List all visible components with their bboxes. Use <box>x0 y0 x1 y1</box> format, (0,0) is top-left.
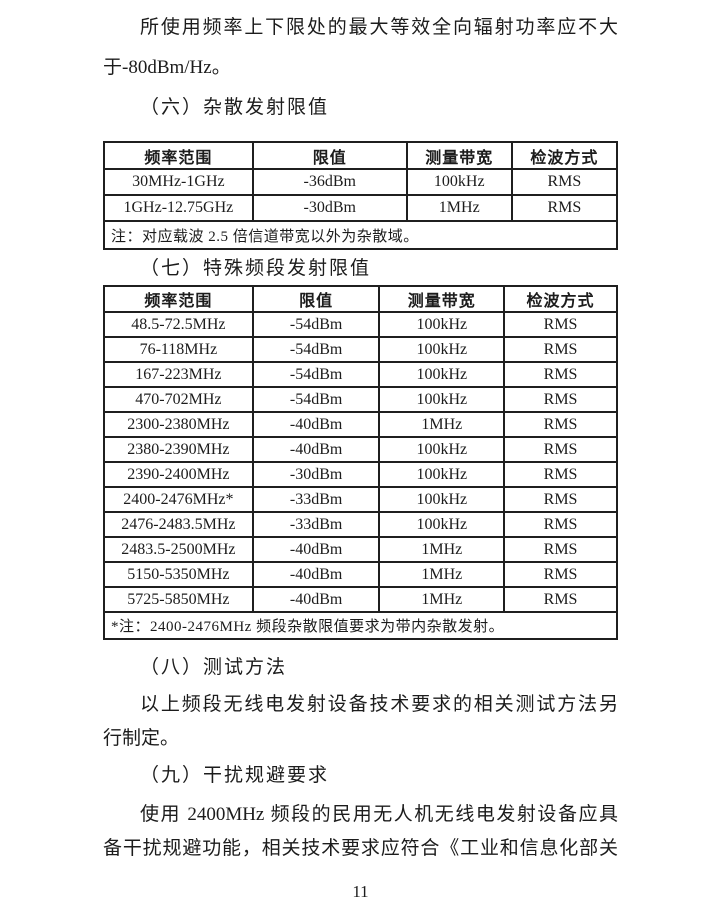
table-cell: 100kHz <box>378 336 506 363</box>
table-cell: -54dBm <box>251 336 381 363</box>
table-note-row: 注：对应载波 2.5 倍信道带宽以外为杂散域。 <box>103 220 618 250</box>
spurious-emission-table: 频率范围 限值 测量带宽 检波方式 30MHz-1GHz -36dBm 100k… <box>103 141 619 250</box>
table-note-row: *注：2400-2476MHz 频段杂散限值要求为带内杂散发射。 <box>103 611 618 640</box>
table-row: 2300-2380MHz -40dBm 1MHz RMS <box>103 411 618 438</box>
table-row: 2390-2400MHz -30dBm 100kHz RMS <box>103 461 618 488</box>
table-cell: -40dBm <box>251 436 381 463</box>
section-9-heading: （九）干扰规避要求 <box>140 765 330 786</box>
table-cell: 100kHz <box>378 361 506 388</box>
table-row: 2400-2476MHz* -33dBm 100kHz RMS <box>103 486 618 513</box>
table-row: 1GHz-12.75GHz -30dBm 1MHz RMS <box>103 194 619 222</box>
col-header-freq-range: 频率范围 <box>103 141 254 170</box>
table-cell: 1GHz-12.75GHz <box>103 194 254 222</box>
special-band-table: 频率范围 限值 测量带宽 检波方式 48.5-72.5MHz -54dBm 10… <box>103 285 618 640</box>
intro-line-1: 所使用频率上下限处的最大等效全向辐射功率应不大 <box>140 17 618 38</box>
table-row: 30MHz-1GHz -36dBm 100kHz RMS <box>103 168 619 196</box>
table-row: 5725-5850MHz -40dBm 1MHz RMS <box>103 586 618 613</box>
table-note: 注：对应载波 2.5 倍信道带宽以外为杂散域。 <box>103 220 618 250</box>
table-cell: -33dBm <box>251 511 381 538</box>
table-row: 2380-2390MHz -40dBm 100kHz RMS <box>103 436 618 463</box>
table-cell: 76-118MHz <box>103 336 254 363</box>
table-cell: 5150-5350MHz <box>103 561 254 588</box>
col-header-limit: 限值 <box>251 141 408 170</box>
table-cell: RMS <box>503 511 618 538</box>
table-cell: RMS <box>503 561 618 588</box>
table-row: 2483.5-2500MHz -40dBm 1MHz RMS <box>103 536 618 563</box>
section-8-heading: （八）测试方法 <box>140 657 288 678</box>
table-cell: 167-223MHz <box>103 361 254 388</box>
table-cell: RMS <box>503 486 618 513</box>
table-cell: 5725-5850MHz <box>103 586 254 613</box>
table-cell: -40dBm <box>251 586 381 613</box>
table-cell: RMS <box>503 411 618 438</box>
table-cell: 1MHz <box>378 561 506 588</box>
table-cell: RMS <box>503 386 618 413</box>
table-row: 48.5-72.5MHz -54dBm 100kHz RMS <box>103 311 618 338</box>
section-6-heading: （六）杂散发射限值 <box>140 97 330 118</box>
table-cell: 1MHz <box>378 536 506 563</box>
col-header-freq-range: 频率范围 <box>103 285 254 313</box>
table-cell: -54dBm <box>251 386 381 413</box>
table-cell: -33dBm <box>251 486 381 513</box>
table-cell: -40dBm <box>251 561 381 588</box>
table-header-row: 频率范围 限值 测量带宽 检波方式 <box>103 285 618 313</box>
col-header-bandwidth: 测量带宽 <box>405 141 513 170</box>
table-cell: RMS <box>510 168 619 196</box>
table-cell: 470-702MHz <box>103 386 254 413</box>
section-9-line-2: 备干扰规避功能，相关技术要求应符合《工业和信息化部关 <box>103 838 618 859</box>
table-cell: -54dBm <box>251 361 381 388</box>
table-header-row: 频率范围 限值 测量带宽 检波方式 <box>103 141 619 170</box>
table-cell: 100kHz <box>405 168 513 196</box>
table-cell: 48.5-72.5MHz <box>103 311 254 338</box>
intro-line-2: 于-80dBm/Hz。 <box>103 57 231 78</box>
table-cell: 100kHz <box>378 436 506 463</box>
table-cell: 2390-2400MHz <box>103 461 254 488</box>
table-cell: -54dBm <box>251 311 381 338</box>
table-note: *注：2400-2476MHz 频段杂散限值要求为带内杂散发射。 <box>103 611 618 640</box>
table-cell: -30dBm <box>251 194 408 222</box>
section-7-heading: （七）特殊频段发射限值 <box>140 258 372 279</box>
table-cell: 1MHz <box>378 586 506 613</box>
section-9-line-1: 使用 2400MHz 频段的民用无人机无线电发射设备应具 <box>140 804 618 825</box>
table-cell: 100kHz <box>378 486 506 513</box>
table-row: 76-118MHz -54dBm 100kHz RMS <box>103 336 618 363</box>
table-cell: 2380-2390MHz <box>103 436 254 463</box>
table-cell: RMS <box>503 336 618 363</box>
section-8-line-2: 行制定。 <box>103 728 180 749</box>
table-cell: RMS <box>510 194 619 222</box>
table-cell: 2400-2476MHz* <box>103 486 254 513</box>
table-cell: 30MHz-1GHz <box>103 168 254 196</box>
col-header-detection: 检波方式 <box>510 141 619 170</box>
table-cell: 1MHz <box>405 194 513 222</box>
table-cell: 2476-2483.5MHz <box>103 511 254 538</box>
table-cell: 100kHz <box>378 386 506 413</box>
col-header-bandwidth: 测量带宽 <box>378 285 506 313</box>
table-cell: 100kHz <box>378 461 506 488</box>
col-header-detection: 检波方式 <box>503 285 618 313</box>
table-cell: RMS <box>503 461 618 488</box>
table-cell: 1MHz <box>378 411 506 438</box>
table-cell: -40dBm <box>251 536 381 563</box>
section-8-line-1: 以上频段无线电发射设备技术要求的相关测试方法另 <box>140 694 618 715</box>
table-row: 167-223MHz -54dBm 100kHz RMS <box>103 361 618 388</box>
table-cell: -30dBm <box>251 461 381 488</box>
table-cell: RMS <box>503 436 618 463</box>
table-cell: RMS <box>503 536 618 563</box>
table-cell: 2300-2380MHz <box>103 411 254 438</box>
page-number: 11 <box>352 882 369 901</box>
table-cell: -40dBm <box>251 411 381 438</box>
table-cell: 100kHz <box>378 311 506 338</box>
table-cell: 2483.5-2500MHz <box>103 536 254 563</box>
col-header-limit: 限值 <box>251 285 381 313</box>
table-row: 5150-5350MHz -40dBm 1MHz RMS <box>103 561 618 588</box>
table-cell: -36dBm <box>251 168 408 196</box>
table-cell: RMS <box>503 586 618 613</box>
table-row: 470-702MHz -54dBm 100kHz RMS <box>103 386 618 413</box>
table-cell: 100kHz <box>378 511 506 538</box>
table-cell: RMS <box>503 311 618 338</box>
table-row: 2476-2483.5MHz -33dBm 100kHz RMS <box>103 511 618 538</box>
table-cell: RMS <box>503 361 618 388</box>
